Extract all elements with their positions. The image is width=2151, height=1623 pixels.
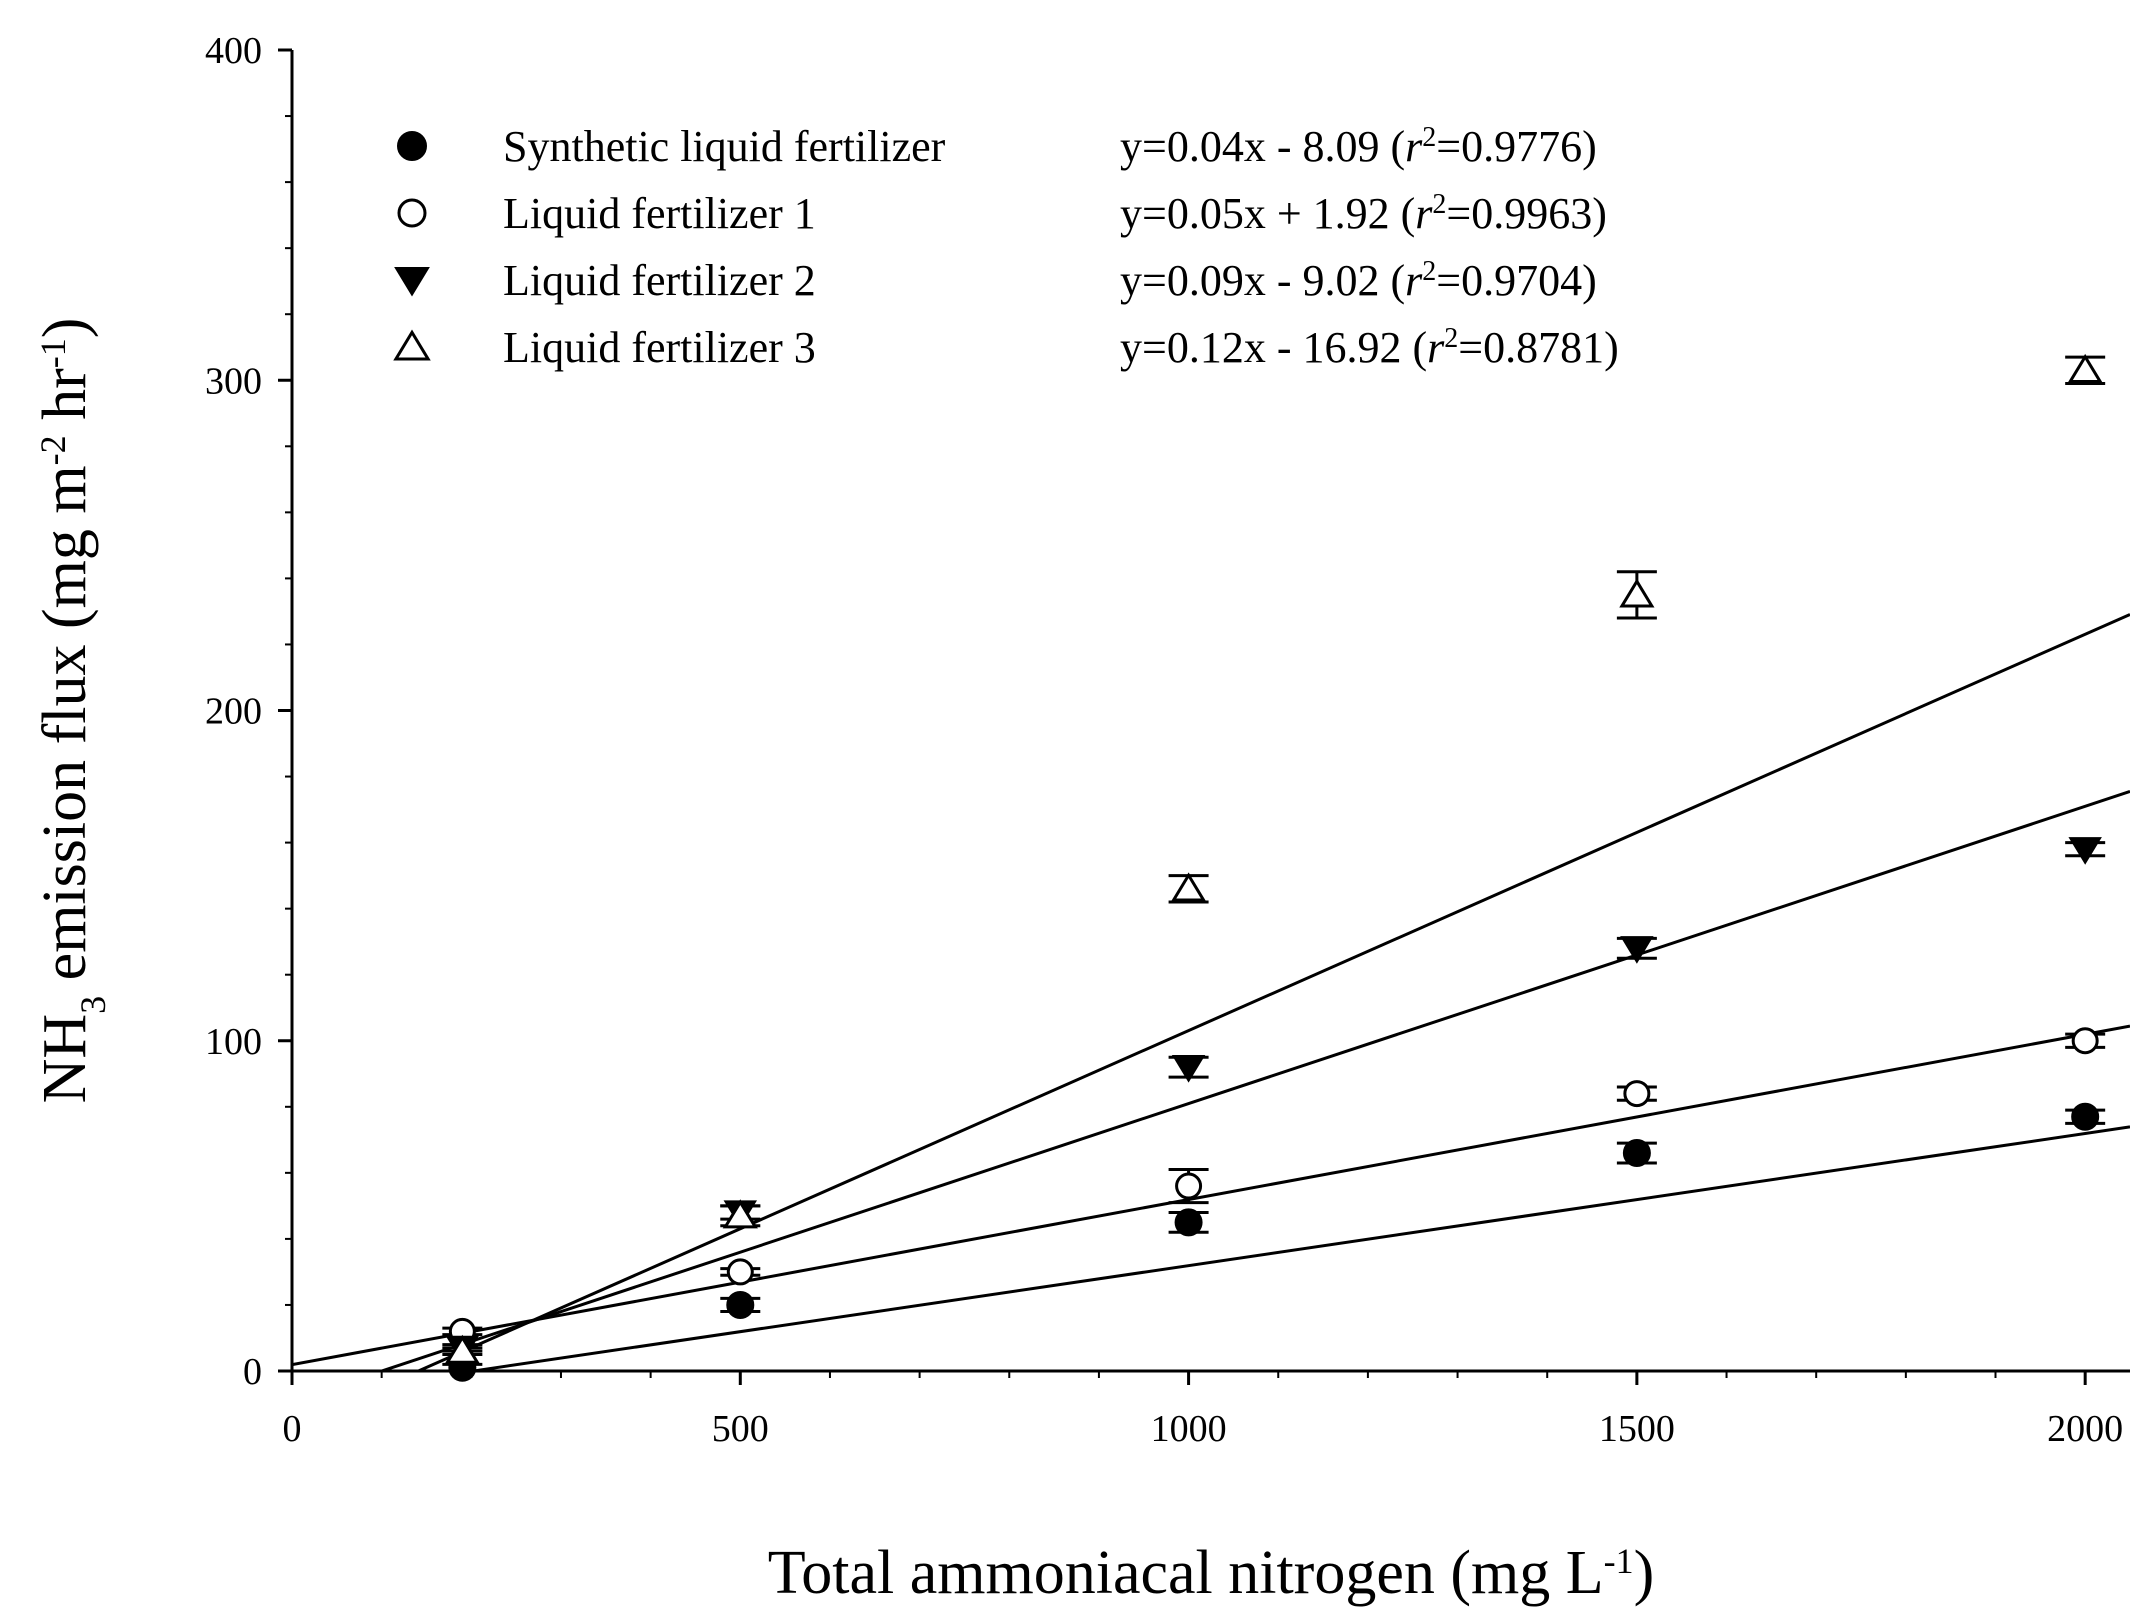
data-point-s2-p5 [2071,1027,2099,1055]
data-point-s4-p5 [2067,353,2103,383]
data-point-s3-p5 [2068,837,2102,865]
equation-value: =0.9704) [1436,256,1596,305]
equation-text: y=0.12x - 16.92 ( [1120,323,1427,372]
x-tick-label: 1500 [1599,1408,1675,1450]
equation-text: y=0.09x - 9.02 ( [1120,256,1405,305]
data-point-s2-p4 [1623,1080,1651,1108]
x-axis-title: Total ammoniacal nitrogen (mg L-1) [768,1539,1655,1607]
y-tick-label: 100 [205,1021,262,1063]
data-point-s3-p3 [1171,1055,1206,1083]
equation-value: =0.9963) [1446,189,1606,238]
y-axis-title-mid: emission flux (mg m [31,465,99,995]
fit-line-3 [381,790,2130,1371]
y-axis-title-sub: 3 [73,996,113,1014]
y-tick-label: 300 [205,360,262,402]
legend-label-2: Liquid fertilizer 1 [503,189,816,238]
data-point-s3-p4 [1620,936,1654,964]
data-point-s1-p2 [726,1290,755,1319]
series-4 [442,353,2106,1364]
legend-marker-4 [393,329,431,361]
equation-value: =0.8781) [1458,323,1618,372]
x-tick-label: 1000 [1151,1408,1227,1450]
fit-line-1 [471,1125,2130,1371]
y-axis-title-pre: NH [31,1014,99,1104]
fit-line-4 [416,613,2130,1371]
equation-sup: 2 [1432,189,1446,220]
data-point-s1-p4 [1622,1139,1651,1168]
x-tick-label: 0 [283,1408,302,1450]
fit-lines [292,613,2130,1371]
equation-r: r [1415,189,1433,238]
equation-sup: 2 [1422,122,1436,153]
legend-label-4: Liquid fertilizer 3 [503,323,816,372]
y-tick-label: 0 [243,1351,262,1393]
legend-equation-3: y=0.09x - 9.02 (r2=0.9704) [1120,256,1597,306]
y-axis-title-sup2: -1 [33,338,73,368]
equation-sup: 2 [1444,323,1458,354]
y-axis-title-close: ) [31,318,99,339]
legend-equation-2: y=0.05x + 1.92 (r2=0.9963) [1120,189,1607,239]
data-point-s4-p2 [722,1199,758,1229]
x-axis-title-sup: -1 [1604,1541,1634,1581]
legend-label-3: Liquid fertilizer 2 [503,256,816,305]
data-point-s4-p3 [1170,872,1207,902]
y-axis-title: NH3 emission flux (mg m-2 hr-1) [31,318,113,1104]
fit-line-2 [292,1024,2130,1367]
data-point-s4-p4 [1619,578,1655,608]
data-point-s1-p3 [1174,1208,1203,1237]
data-point-s2-p3 [1175,1172,1203,1200]
data-point-s4-p1 [444,1334,480,1364]
legend-label-1: Synthetic liquid fertilizer [503,122,946,171]
legend-marker-3 [394,267,430,297]
equation-r: r [1405,256,1423,305]
y-tick-label: 400 [205,30,262,72]
data-point-s1-p5 [2071,1102,2100,1131]
axes: 0 500 1000 1500 2000 0 100 200 300 400 [205,30,2130,1450]
x-tick-label: 500 [712,1408,769,1450]
equation-value: =0.9776) [1436,122,1596,171]
equation-r: r [1427,323,1445,372]
legend-marker-2 [397,198,427,228]
x-axis-title-main: Total ammoniacal nitrogen (mg L [768,1539,1604,1607]
equation-r: r [1405,122,1423,171]
y-axis-title-sup1: -2 [33,435,73,465]
legend-equation-1: y=0.04x - 8.09 (r2=0.9776) [1120,122,1597,172]
x-tick-label: 2000 [2047,1408,2123,1450]
equation-text: y=0.04x - 8.09 ( [1120,122,1405,171]
data-points [442,353,2106,1382]
y-axis-title-mid2: hr [31,368,99,436]
legend-equation-4: y=0.12x - 16.92 (r2=0.8781) [1120,323,1619,373]
x-axis-title-close: ) [1634,1539,1655,1607]
legend: Synthetic liquid fertilizer y=0.04x - 8.0… [393,122,1619,373]
equation-text: y=0.05x + 1.92 ( [1120,189,1415,238]
data-point-s2-p2 [726,1258,754,1286]
y-tick-label: 200 [205,691,262,733]
equation-sup: 2 [1422,256,1436,287]
legend-marker-1 [397,131,427,161]
